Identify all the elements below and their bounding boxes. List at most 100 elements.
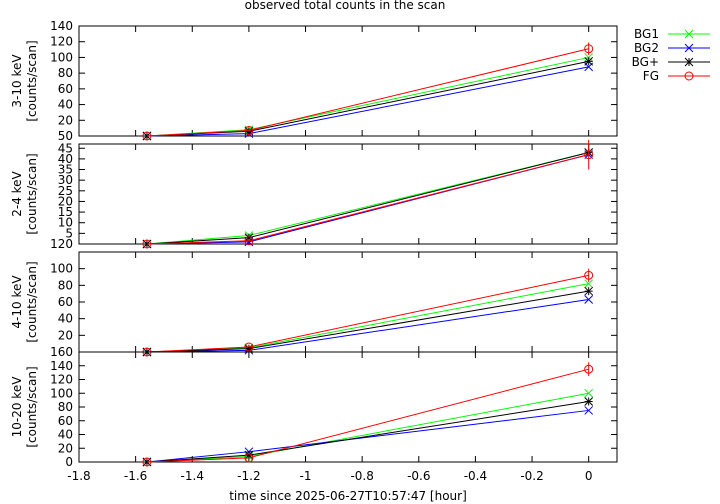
legend-item: FG <box>643 69 710 83</box>
series-bg2 <box>142 150 594 249</box>
series-line <box>146 401 589 463</box>
y-tick-label: 60 <box>58 414 73 428</box>
y-tick-label: 40 <box>58 428 73 442</box>
y-tick-label: 40 <box>58 98 73 112</box>
data-point <box>244 453 254 463</box>
data-point <box>584 57 594 66</box>
series-line <box>146 152 589 245</box>
x-tick-label: -0.8 <box>350 469 373 483</box>
y-tick-label: 80 <box>58 400 73 414</box>
legend-marker <box>684 71 694 81</box>
y-axis-label: 10-20 keV[counts/scan] <box>10 366 39 447</box>
legend-label: BG2 <box>634 41 659 55</box>
data-point <box>584 397 594 406</box>
y-axis-label: 2-4 keV[counts/scan] <box>10 153 39 234</box>
series-line <box>146 152 589 245</box>
y-tick-label: 35 <box>58 163 73 177</box>
chart-title: observed total counts in the scan <box>245 0 446 12</box>
y-tick-label: 45 <box>58 141 73 155</box>
legend-label: FG <box>643 69 659 83</box>
x-tick-label: -1.8 <box>67 469 90 483</box>
y-tick-label: 5 <box>65 226 73 240</box>
panel-3: 160 20 40 60 80 100 4-10 keV[counts/scan] <box>10 251 618 359</box>
series-bgplus <box>142 57 594 141</box>
y-tick-label: 20 <box>58 194 73 208</box>
y-tick-label: 40 <box>58 152 73 166</box>
data-point <box>142 239 152 249</box>
series-bg1 <box>142 279 594 357</box>
y-tick-label: 30 <box>58 173 73 187</box>
panel-frame <box>78 351 618 463</box>
panel-frame <box>78 251 618 353</box>
series-bg1 <box>142 388 594 467</box>
y-tick-label: 120 <box>50 373 73 387</box>
x-tick-label: -0.2 <box>520 469 543 483</box>
legend-item: BG+ <box>632 55 710 69</box>
x-tick-label: 0 <box>585 469 593 483</box>
x-tick-label: -0.4 <box>464 469 487 483</box>
series-line <box>146 60 589 137</box>
legend-label: BG+ <box>632 55 659 69</box>
panel-frame <box>78 25 618 137</box>
y-tick-label: 0 <box>65 455 73 469</box>
series-bgplus <box>142 148 594 249</box>
legend-item: BG2 <box>634 41 710 55</box>
series-fg <box>142 139 594 249</box>
y-tick-label: 20 <box>58 328 73 342</box>
x-axis-label: time since 2025-06-27T10:57:47 [hour] <box>229 489 467 503</box>
data-point <box>244 342 254 352</box>
legend-marker <box>684 57 694 67</box>
x-tick-label: -1.6 <box>124 469 147 483</box>
y-axis-label: 4-10 keV[counts/scan] <box>10 261 39 342</box>
y-tick-label: 160 <box>50 345 73 359</box>
series-line <box>146 154 589 245</box>
y-tick-label: 15 <box>58 205 73 219</box>
series-line <box>146 56 589 137</box>
x-tick-label: -1 <box>300 469 312 483</box>
y-tick-label: 140 <box>50 19 73 33</box>
panel-frame <box>78 143 618 245</box>
y-tick-label: 50 <box>58 129 73 143</box>
y-tick-label: 80 <box>58 278 73 292</box>
series-line <box>146 48 589 137</box>
data-point <box>584 279 594 289</box>
y-tick-label: 120 <box>50 237 73 251</box>
y-tick-label: 20 <box>58 113 73 127</box>
series-fg <box>142 362 594 467</box>
legend-marker <box>684 29 694 39</box>
x-tick-label: -1.4 <box>181 469 204 483</box>
data-point <box>142 131 152 141</box>
series-line <box>146 274 589 353</box>
y-tick-label: 60 <box>58 295 73 309</box>
data-point <box>584 406 594 415</box>
y-axis-label: 3-10 keV[counts/scan] <box>10 40 39 121</box>
data-point <box>584 286 594 296</box>
y-tick-label: 60 <box>58 82 73 96</box>
data-point <box>584 388 594 398</box>
series-line <box>146 368 589 463</box>
series-fg <box>142 268 594 357</box>
data-point <box>142 457 152 467</box>
y-tick-label: 20 <box>58 441 73 455</box>
data-point <box>244 237 254 247</box>
legend-item: BG1 <box>634 27 710 41</box>
y-tick-label: 140 <box>50 359 73 373</box>
y-tick-label: 10 <box>58 216 73 230</box>
y-tick-label: 100 <box>50 262 73 276</box>
data-point <box>244 236 254 246</box>
series-line <box>146 283 589 353</box>
y-tick-label: 100 <box>50 386 73 400</box>
y-tick-label: 100 <box>50 50 73 64</box>
y-tick-label: 40 <box>58 312 73 326</box>
legend-marker <box>684 43 694 53</box>
series-line <box>146 392 589 463</box>
legend-label: BG1 <box>634 27 659 41</box>
series-bg1 <box>142 148 594 249</box>
series-bg1 <box>142 53 594 141</box>
data-point <box>244 126 254 135</box>
